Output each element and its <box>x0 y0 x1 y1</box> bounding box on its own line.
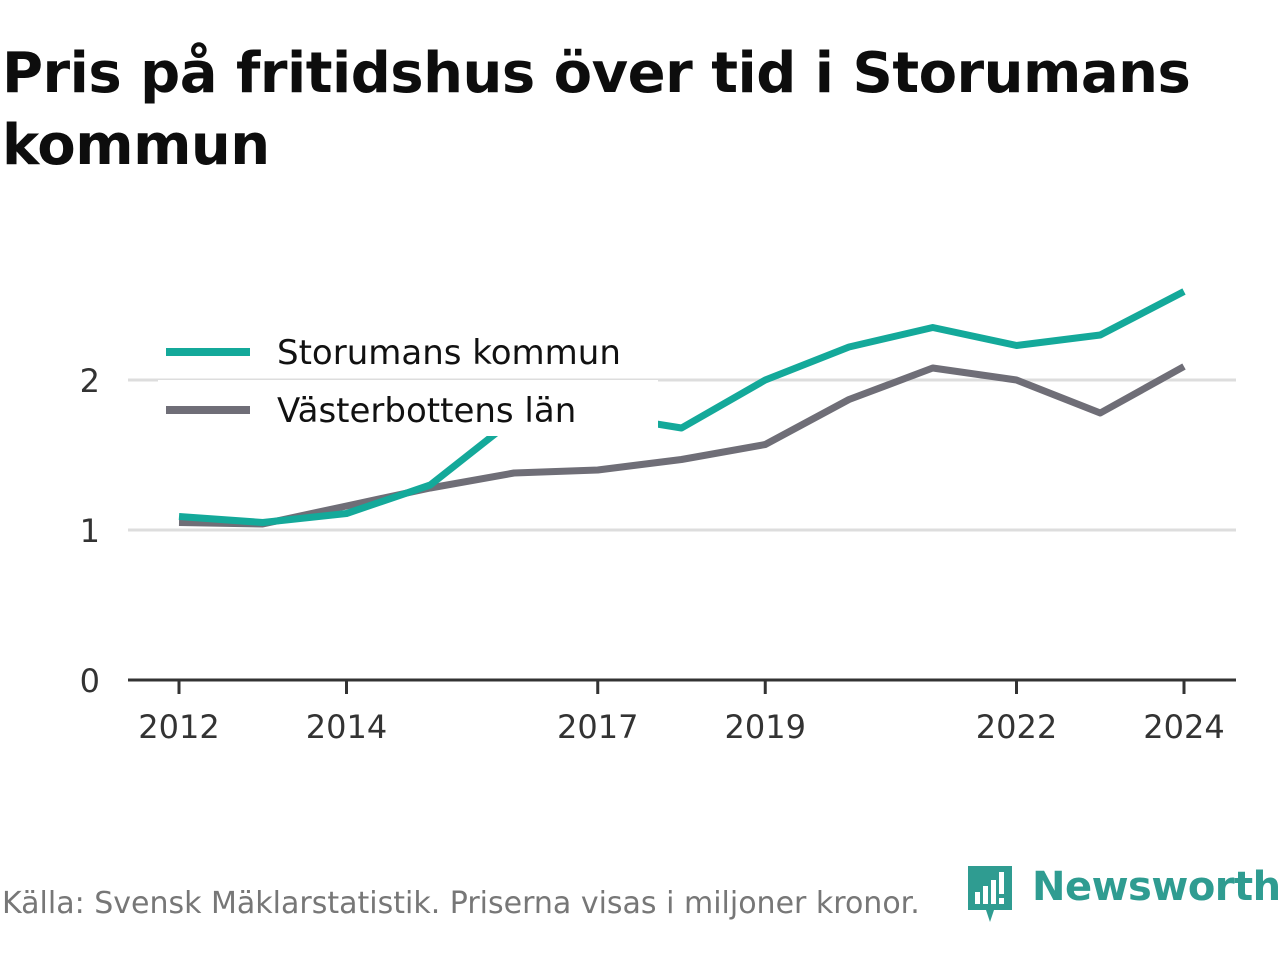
x-tick-label: 2019 <box>725 708 806 746</box>
line-chart: 0 1 2 2012 2014 2017 2019 2022 2024 Storumans ko… <box>80 288 1236 746</box>
x-tick-label: 2022 <box>976 708 1057 746</box>
series-lines <box>178 288 1186 528</box>
y-tick-label: 1 <box>80 512 100 550</box>
legend: Storumans kommun Västerbottens län <box>158 322 658 436</box>
legend-label: Storumans kommun <box>277 333 621 373</box>
x-tick-label: 2017 <box>557 708 638 746</box>
legend-label: Västerbottens län <box>277 391 576 431</box>
y-tick-label: 2 <box>80 362 100 400</box>
brand-name: Newsworthy <box>1032 864 1280 910</box>
x-tick-label: 2024 <box>1143 708 1224 746</box>
chart-title: Pris på fritidshus över tid i Storumans … <box>2 41 1191 178</box>
source-note: Källa: Svensk Mäklarstatistik. Priserna … <box>2 886 920 921</box>
series-line-2 <box>178 363 1186 528</box>
newsworthy-logo-icon <box>968 866 1012 922</box>
axes: 0 1 2 2012 2014 2017 2019 2022 2024 <box>80 362 1236 746</box>
brand-logo[interactable]: Newsworthy <box>964 862 1280 926</box>
series-line-1 <box>178 288 1186 526</box>
x-tick-label: 2014 <box>306 708 387 746</box>
x-tick-label: 2012 <box>138 708 219 746</box>
y-tick-label: 0 <box>80 662 100 700</box>
